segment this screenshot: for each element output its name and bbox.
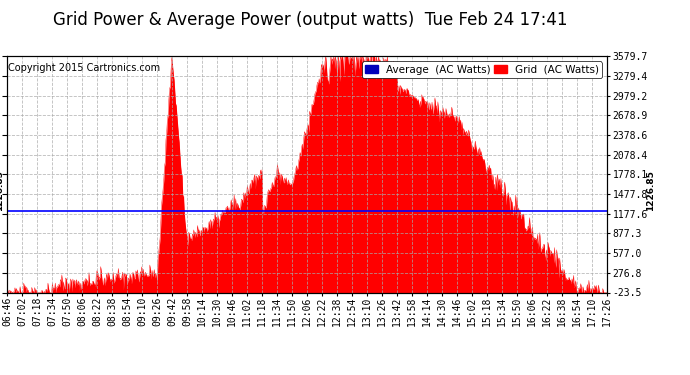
Text: 1226.85: 1226.85: [647, 170, 656, 210]
Text: 1226.85: 1226.85: [0, 170, 4, 210]
Text: Copyright 2015 Cartronics.com: Copyright 2015 Cartronics.com: [8, 63, 160, 74]
Text: Grid Power & Average Power (output watts)  Tue Feb 24 17:41: Grid Power & Average Power (output watts…: [53, 11, 568, 29]
Legend: Average  (AC Watts), Grid  (AC Watts): Average (AC Watts), Grid (AC Watts): [362, 62, 602, 78]
